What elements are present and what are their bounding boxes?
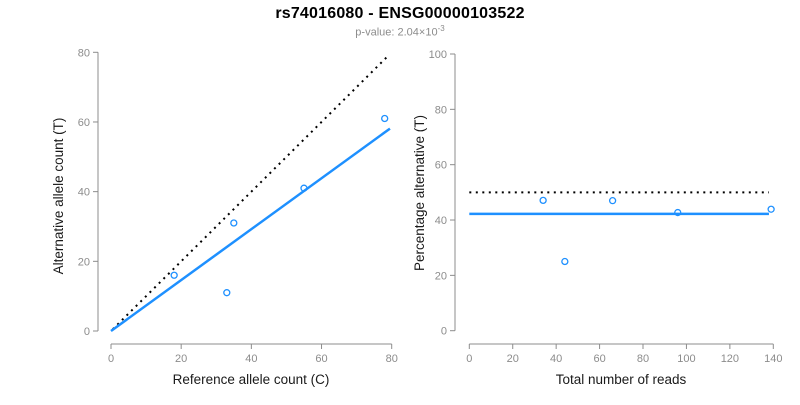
x-tick-label: 80	[637, 353, 649, 365]
p-value-text: p-value: 2.04×10	[355, 26, 438, 39]
y-tick-label: 40	[78, 187, 90, 199]
y-axis-title: Percentage alternative (T)	[412, 115, 427, 271]
x-tick-label: 20	[507, 353, 519, 365]
x-tick-label: 20	[175, 353, 187, 365]
y-tick-label: 0	[441, 326, 447, 338]
data-point	[223, 289, 231, 297]
figure-title: rs74016080 - ENSG00000103522	[275, 5, 525, 22]
data-point	[300, 184, 308, 192]
y-tick-label: 100	[429, 49, 447, 61]
identity-line	[112, 55, 389, 330]
p-value-exponent: -3	[437, 24, 445, 33]
y-tick-label: 80	[435, 104, 447, 116]
y-tick-label: 60	[78, 117, 90, 129]
x-tick-label: 0	[466, 353, 472, 365]
y-tick-label: 20	[435, 270, 447, 282]
fit-line	[110, 127, 391, 333]
y-tick-label: 0	[84, 326, 90, 338]
x-axis-title: Total number of reads	[556, 372, 687, 387]
data-point	[608, 197, 617, 205]
data-point	[170, 271, 178, 279]
y-tick-label: 80	[78, 47, 90, 59]
percentage-alternative-scatter-panel: 0 20 40 60 80 100 0 20 40 60 80 100 120 140 Total numb…	[412, 49, 782, 387]
x-tick-label: 60	[593, 353, 605, 365]
y-tick-label: 20	[78, 256, 90, 268]
x-tick-label: 120	[721, 353, 739, 365]
allele-count-scatter-panel: 0 20 40 60 80 0 20 40 60 80 Reference allele count…	[51, 47, 398, 387]
x-tick-label: 0	[108, 353, 114, 365]
data-point	[767, 205, 775, 213]
data-point	[561, 257, 569, 266]
x-tick-label: 40	[550, 353, 562, 365]
x-axis-title: Reference allele count (C)	[173, 372, 330, 387]
y-tick-label: 40	[435, 215, 447, 227]
y-tick-label: 60	[435, 160, 447, 172]
data-point	[381, 114, 389, 123]
data-point	[539, 196, 547, 205]
x-tick-label: 80	[386, 353, 398, 365]
x-tick-label: 100	[677, 353, 695, 365]
y-axis-title: Alternative allele count (T)	[51, 118, 66, 275]
data-point	[674, 208, 682, 217]
x-tick-label: 60	[315, 353, 327, 365]
x-tick-label: 140	[764, 353, 782, 365]
data-point	[230, 219, 238, 227]
figure-subtitle: p-value: 2.04×10-3	[0, 24, 800, 39]
x-tick-label: 40	[245, 353, 257, 365]
